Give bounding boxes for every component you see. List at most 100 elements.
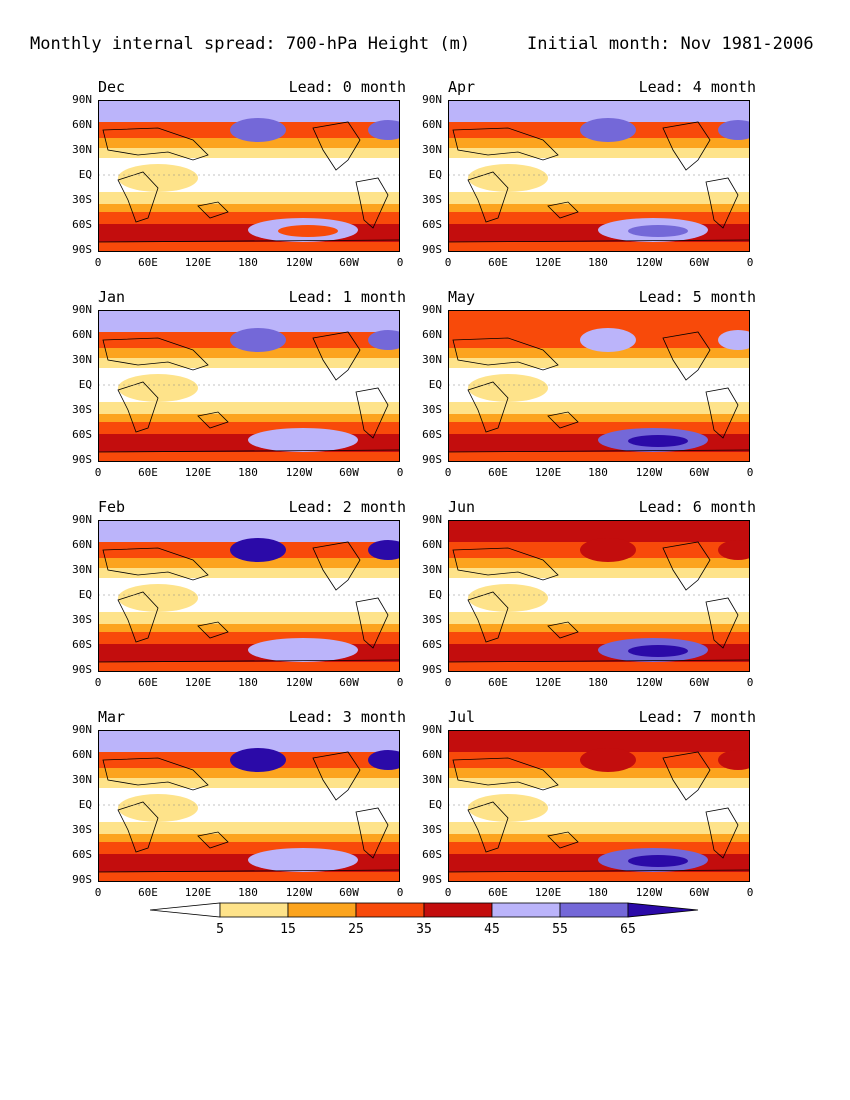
latitude-label: 30S	[422, 823, 442, 836]
longitude-label: 0	[396, 466, 404, 479]
contour-blob	[368, 540, 400, 560]
contour-band	[448, 192, 750, 204]
colorbar-tick-label: 65	[620, 922, 636, 937]
coastline	[197, 831, 229, 849]
longitude-label: 120W	[635, 466, 663, 479]
coastline	[662, 751, 711, 801]
latitude-label: 30N	[422, 773, 442, 786]
longitude-label: 120W	[635, 256, 663, 269]
contour-band	[98, 402, 400, 414]
coastline	[197, 201, 229, 219]
latitude-label: EQ	[78, 168, 92, 181]
panel-month: Feb	[98, 498, 126, 516]
contour-band	[448, 348, 750, 358]
spread-map	[448, 310, 750, 462]
contour-blob	[718, 120, 750, 140]
contour-blob	[718, 540, 750, 560]
latitude-label: 60N	[422, 328, 442, 341]
contour-blob	[580, 748, 636, 772]
coastline	[662, 121, 711, 171]
contour-blob	[278, 586, 400, 606]
coastline	[547, 201, 579, 219]
map-frame	[98, 100, 400, 252]
contour-blob	[628, 796, 750, 816]
coastline	[102, 547, 209, 581]
coastline	[467, 171, 509, 223]
contour-band	[98, 822, 400, 834]
longitude-label: 0	[444, 466, 452, 479]
longitude-label: 180	[238, 676, 258, 689]
contour-band	[448, 310, 750, 332]
longitude-label: 60W	[689, 676, 709, 689]
contour-band	[98, 100, 400, 122]
contour-band	[98, 842, 400, 854]
colorbar-tick-label: 55	[552, 922, 568, 937]
coastline	[117, 381, 159, 433]
panel-month: Apr	[448, 78, 476, 96]
latitude-label: 90S	[422, 663, 442, 676]
map-panel: Jul Lead: 7 month 90N 60N 30N EQ 30S 60S 90S 0 60E…	[422, 708, 756, 899]
coastline	[448, 869, 750, 873]
latitude-label: EQ	[428, 168, 442, 181]
longitude-label: 0	[396, 676, 404, 689]
panel-month: Dec	[98, 78, 126, 96]
contour-band	[448, 402, 750, 414]
contour-band	[98, 624, 400, 632]
latitude-label: 30N	[72, 563, 92, 576]
spread-map	[98, 730, 400, 882]
latitude-label: 60N	[422, 748, 442, 761]
contour-band	[98, 778, 400, 788]
latitude-label: 90S	[72, 663, 92, 676]
coastline	[98, 449, 400, 453]
coastline	[547, 411, 579, 429]
contour-band	[448, 358, 750, 368]
contour-blob	[368, 330, 400, 350]
map-frame	[448, 100, 750, 252]
panel-month: Jul	[448, 708, 476, 726]
latitude-label: 60N	[72, 748, 92, 761]
contour-band	[448, 624, 750, 632]
contour-band	[98, 662, 400, 672]
longitude-label: 120E	[184, 256, 212, 269]
coastline	[467, 801, 509, 853]
map-frame	[98, 520, 400, 672]
latitude-label: 90N	[72, 723, 92, 736]
latitude-label: 90S	[72, 453, 92, 466]
spread-map	[448, 520, 750, 672]
contour-blob	[580, 538, 636, 562]
latitude-label: 90N	[72, 93, 92, 106]
longitude-label: 0	[94, 886, 102, 899]
contour-band	[448, 778, 750, 788]
latitude-label: EQ	[78, 588, 92, 601]
colorbar-segment	[150, 902, 221, 918]
colorbar-segment	[559, 902, 629, 918]
latitude-label: 60S	[72, 218, 92, 231]
colorbar-segment	[423, 902, 493, 918]
coastline	[355, 597, 389, 649]
colorbar-tick-label: 5	[216, 922, 224, 937]
longitude-label: 120E	[534, 886, 562, 899]
colorbar-segment	[287, 902, 357, 918]
contour-blob	[278, 376, 400, 396]
coastline	[312, 331, 361, 381]
colorbar-tick-label: 25	[348, 922, 364, 937]
coastline	[662, 541, 711, 591]
contour-band	[98, 768, 400, 778]
initial-month-label: Initial month: Nov 1981-2006	[527, 34, 814, 54]
longitude-label: 60W	[339, 466, 359, 479]
contour-band	[448, 422, 750, 434]
latitude-label: 30N	[72, 143, 92, 156]
coastline	[452, 337, 559, 371]
coastline	[117, 171, 159, 223]
longitude-label: 0	[396, 886, 404, 899]
map-frame	[448, 730, 750, 882]
contour-band	[98, 452, 400, 462]
contour-blob	[580, 118, 636, 142]
contour-blob	[468, 794, 548, 822]
contour-band	[448, 520, 750, 542]
contour-band	[448, 148, 750, 158]
coastline	[547, 621, 579, 639]
coastline	[705, 597, 739, 649]
contour-band	[448, 872, 750, 882]
contour-band	[98, 612, 400, 624]
